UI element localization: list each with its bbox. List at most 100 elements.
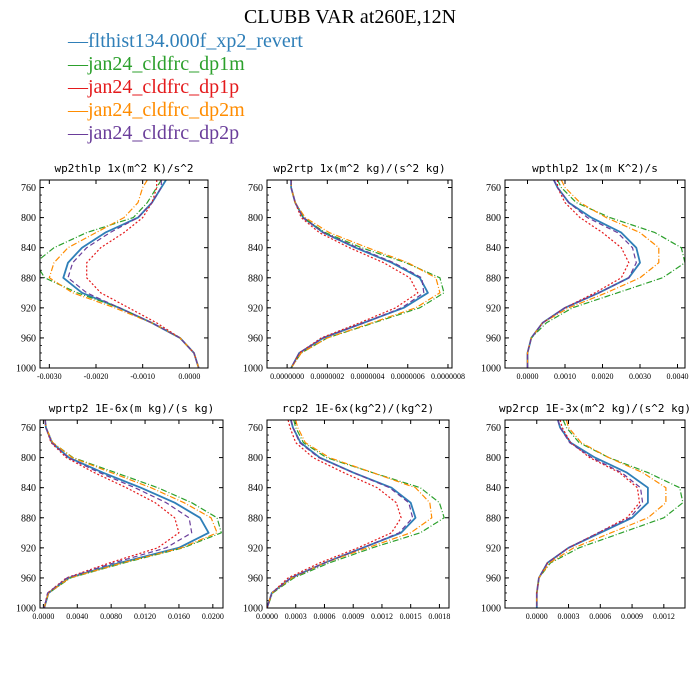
series-group [526,180,685,368]
legend-label: jan24_cldfrc_dp2p [88,122,240,144]
x-tick-label: 0.0000 [32,612,54,621]
series-line-5 [290,180,425,368]
x-tick-label: -0.0020 [84,372,109,381]
x-tick-label: 0.0000 [526,612,548,621]
panel-frame [266,419,450,609]
x-tick-label: 0.0080 [100,612,122,621]
legend-label: flthist134.000f_xp2_revert [88,30,303,52]
series-line-1 [62,180,200,368]
series-group [290,180,445,368]
y-tick-label: 960 [248,573,263,584]
panel-title: wp2rtp 1x(m^2 kg)/(s^2 kg) [273,162,445,175]
panel-frame [504,179,686,369]
series-line-2 [536,420,684,608]
x-tick-label: 0.0012 [653,612,675,621]
y-tick-label: 920 [21,543,36,554]
panel-frame [39,419,224,609]
series-line-5 [267,420,414,608]
y-tick-label: 920 [486,303,501,314]
y-tick-label: 1000 [16,364,36,375]
panel-frame [266,179,453,369]
legend-entry: —jan24_cldfrc_dp1p [68,76,303,99]
series-line-1 [290,180,429,368]
series-line-2 [267,420,445,608]
y-tick-label: 800 [21,453,36,464]
y-tick-label: 880 [248,513,263,524]
panel-2: wp2rtp 1x(m^2 kg)/(s^2 kg) 760 800 840 880 92… [243,162,465,381]
y-tick-label: 1000 [243,364,263,375]
series-line-3 [86,180,200,368]
y-tick-label: 760 [248,183,263,194]
legend: —flthist134.000f_xp2_revert —jan24_cldfrc… [68,30,303,145]
y-tick-label: 1000 [481,364,501,375]
series-line-1 [535,420,649,608]
y-tick-label: 920 [248,303,263,314]
x-tick-label: 0.0003 [558,612,580,621]
series-line-4 [48,180,200,368]
y-tick-label: 960 [486,573,501,584]
y-tick-label: 880 [486,513,501,524]
x-tick-label: 0.0000004 [351,372,385,381]
x-tick-label: 0.0006 [589,612,611,621]
x-tick-label: 0.0012 [371,612,393,621]
series-line-5 [43,420,193,608]
series-group [40,180,200,368]
x-tick-label: 0.0000 [256,612,278,621]
y-tick-label: 960 [248,333,263,344]
legend-label: jan24_cldfrc_dp1p [88,76,240,98]
series-line-3 [536,420,641,608]
y-tick-label: 920 [486,543,501,554]
legend-label: jan24_cldfrc_dp1m [88,53,245,75]
panel-1: wp2thlp 1x(m^2 K)/s^2 760 800 840 880 920 960 1… [16,162,209,381]
x-tick-label: 0.0006 [313,612,335,621]
x-tick-label: 0.0018 [428,612,450,621]
y-tick-label: 760 [21,183,36,194]
x-tick-label: 0.0000000 [270,372,304,381]
x-tick-label: 0.0000008 [431,372,465,381]
x-tick-label: 0.0000002 [310,372,344,381]
series-line-5 [536,420,644,608]
y-tick-label: 920 [21,303,36,314]
series-line-1 [526,180,641,368]
legend-entry: —jan24_cldfrc_dp1m [68,53,303,76]
x-tick-label: 0.0030 [629,372,651,381]
series-line-2 [290,180,445,368]
y-tick-label: 840 [21,243,36,254]
x-tick-label: 0.0003 [285,612,307,621]
y-tick-label: 880 [21,513,36,524]
y-tick-label: 960 [21,333,36,344]
x-tick-label: 0.0009 [621,612,643,621]
series-line-4 [290,180,441,368]
x-tick-label: 0.0040 [667,372,689,381]
x-tick-label: 0.0000 [517,372,539,381]
panel-title: rcp2 1E-6x(kg^2)/(kg^2) [282,402,434,415]
y-tick-label: 880 [248,273,263,284]
y-tick-label: 1000 [481,604,501,615]
panel-title: wp2rcp 1E-3x(m^2 kg)/(s^2 kg) [499,402,691,415]
y-tick-label: 760 [248,423,263,434]
panel-title: wp2thlp 1x(m^2 K)/s^2 [54,162,193,175]
figure-title: CLUBB VAR at260E,12N [243,6,457,28]
series-line-4 [536,420,667,608]
panel-title: wprtp2 1E-6x(m kg)/(s kg) [49,402,215,415]
series-group [43,420,222,608]
panel-frame [504,419,686,609]
x-tick-label: 0.0010 [554,372,576,381]
series-line-2 [40,180,200,368]
series-line-2 [43,420,222,608]
x-tick-label: 0.0015 [400,612,422,621]
y-tick-label: 760 [21,423,36,434]
y-tick-label: 800 [248,453,263,464]
y-tick-label: 840 [486,243,501,254]
x-tick-label: 0.0160 [168,612,190,621]
legend-entry: —jan24_cldfrc_dp2m [68,99,303,122]
panel-frame [39,179,209,369]
y-tick-label: 920 [248,543,263,554]
panel-3: wpthlp2 1x(m K^2)/s 760 800 840 880 920 960 100… [481,162,689,381]
y-tick-label: 840 [248,483,263,494]
legend-label: jan24_cldfrc_dp2m [88,99,245,121]
y-tick-label: 960 [21,573,36,584]
y-tick-label: 800 [486,213,501,224]
series-group [535,420,684,608]
